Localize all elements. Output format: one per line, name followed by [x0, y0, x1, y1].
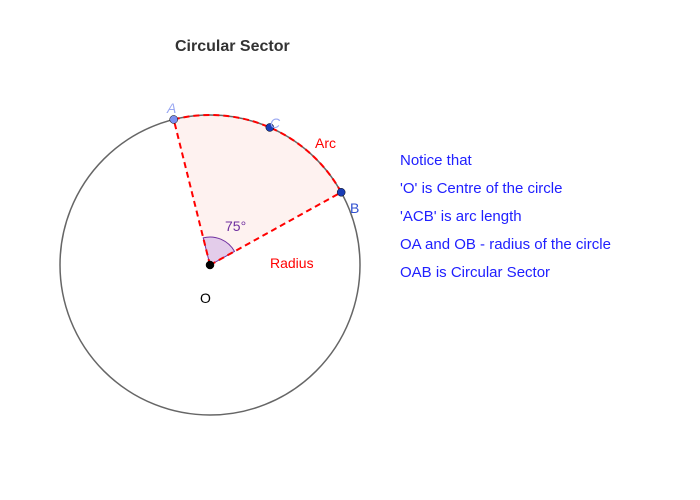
point-label-C: C [270, 115, 280, 131]
page-title: Circular Sector [175, 38, 290, 56]
note-line: 'ACB' is arc length [400, 205, 611, 229]
notes-block: Notice that 'O' is Centre of the circle … [400, 145, 611, 289]
note-line: OAB is Circular Sector [400, 261, 611, 285]
note-line: OA and OB - radius of the circle [400, 233, 611, 257]
radius-label: Radius [270, 255, 314, 271]
note-line: Notice that [400, 149, 611, 173]
point-label-B: B [350, 200, 359, 216]
point-label-O: O [200, 290, 211, 306]
point-label-A: A [167, 100, 176, 116]
arc-label: Arc [315, 135, 336, 151]
angle-label: 75° [225, 218, 246, 234]
note-line: 'O' is Centre of the circle [400, 177, 611, 201]
